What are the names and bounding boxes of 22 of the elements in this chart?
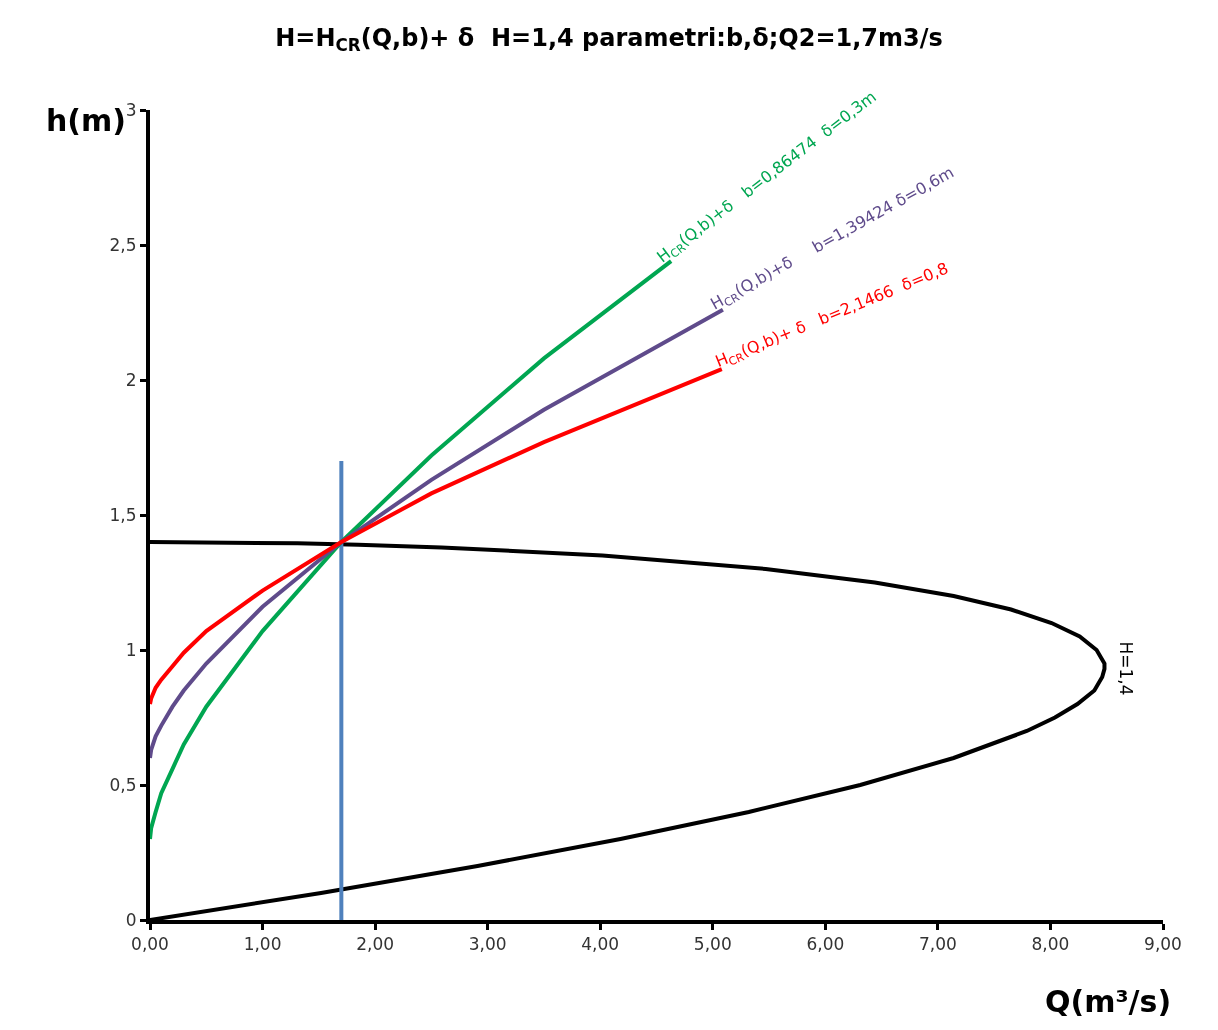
x-tick-label: 4,00 — [581, 934, 620, 955]
y-tick-label: 2 — [125, 369, 137, 390]
line-series — [150, 367, 724, 706]
x-tick-label: 0,00 — [131, 934, 169, 955]
chart-title: H=H$_{CR}$(Q,b)+ δ H=1,4 parametri:b,δ;Q2=1,7m3/s — [275, 23, 943, 55]
y-tick-label: 0,5 — [109, 774, 137, 795]
y-tick-label: 2,5 — [109, 234, 137, 255]
x-axis-title: Q(m³/s) — [1045, 984, 1172, 1019]
x-tick-label: 3,00 — [468, 934, 507, 955]
y-tick-label: 3 — [125, 99, 137, 120]
x-tick-label: 9,00 — [1144, 934, 1182, 955]
x-tick-label: 8,00 — [1031, 934, 1070, 955]
x-tick-label: 6,00 — [806, 934, 845, 955]
text: H=1,4 — [1116, 641, 1137, 696]
x-tick-label: 2,00 — [356, 934, 395, 955]
y-tick-label: 1 — [125, 639, 137, 660]
y-axis-title: h(m) — [46, 103, 127, 138]
y-tick-label: 0 — [125, 909, 137, 930]
x-tick-label: 1,00 — [243, 934, 282, 955]
y-tick-label: 1,5 — [109, 504, 137, 525]
x-tick-label: 5,00 — [693, 934, 732, 955]
x-tick-label: 7,00 — [918, 934, 957, 955]
